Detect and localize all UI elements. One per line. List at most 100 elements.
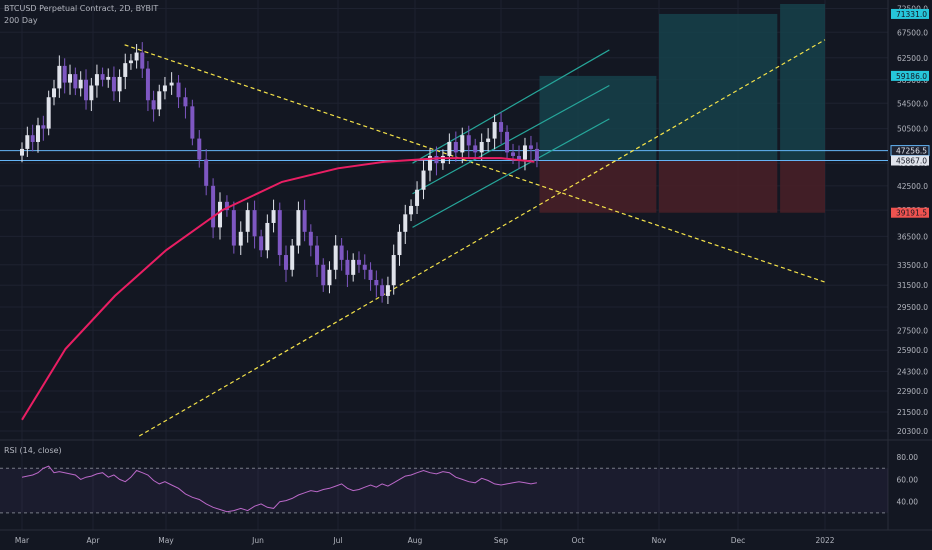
price-tick-label: 31500.0	[897, 281, 928, 290]
time-tick-label: Aug	[408, 536, 423, 545]
candle-body	[46, 97, 51, 129]
time-tick-label: Sep	[494, 536, 508, 545]
candle-body	[283, 255, 288, 270]
candle-body	[30, 135, 35, 142]
candle-body	[100, 74, 105, 80]
candle-body	[339, 245, 344, 260]
candle-body	[106, 76, 111, 80]
candle-body	[117, 76, 122, 92]
candle-body	[52, 88, 57, 98]
time-tick-label: Mar	[15, 536, 30, 545]
candle-body	[362, 264, 367, 270]
candle-body	[434, 155, 439, 164]
time-tick-label: 2022	[815, 536, 834, 545]
candle-body	[94, 74, 99, 86]
candle-body	[447, 141, 452, 156]
price-tick-label: 29500.0	[897, 303, 928, 312]
candle-body	[321, 264, 326, 286]
candle-body	[333, 245, 338, 270]
price-badge-label: 45867.0	[896, 157, 927, 166]
candle-body	[271, 210, 276, 223]
candle-body	[421, 170, 426, 190]
price-badge-label: 39191.5	[896, 209, 927, 218]
candle-body	[41, 125, 46, 129]
stop-zone	[780, 160, 825, 213]
candle-body	[25, 135, 30, 149]
candle-body	[290, 245, 295, 270]
candle-body	[36, 125, 41, 142]
trade-zones	[539, 4, 825, 213]
ascending-trendline	[138, 39, 826, 437]
candle-body	[218, 201, 223, 228]
candle-body	[302, 210, 307, 232]
candle-body	[68, 74, 73, 83]
time-tick-label: Dec	[731, 536, 746, 545]
time-tick-label: Jun	[251, 536, 264, 545]
price-tick-label: 21500.0	[897, 408, 928, 417]
candle-body	[466, 135, 471, 146]
price-tick-label: 36500.0	[897, 232, 928, 241]
price-tick-label: 67500.0	[897, 28, 928, 37]
trend-lines	[124, 39, 826, 437]
candle-body	[473, 145, 478, 153]
time-tick-label: Jul	[332, 536, 342, 545]
candles	[20, 42, 539, 304]
indicator-label: 200 Day	[4, 16, 38, 25]
time-tick-label: May	[158, 536, 174, 545]
price-badge-label: 59186.0	[896, 72, 927, 81]
candle-body	[231, 210, 236, 246]
candle-body	[111, 76, 116, 92]
candle-body	[204, 159, 209, 186]
candle-body	[391, 255, 396, 286]
candle-body	[84, 79, 89, 101]
candle-body	[403, 214, 408, 232]
price-badge	[891, 70, 929, 81]
candle-body	[57, 65, 62, 89]
candle-body	[327, 269, 332, 286]
descending-trendline	[124, 44, 826, 283]
channel-mid	[412, 84, 610, 195]
price-badge	[891, 155, 929, 166]
candle-body	[486, 138, 491, 142]
price-tick-label: 50500.0	[897, 125, 928, 134]
candle-body	[492, 122, 497, 139]
candle-body	[259, 236, 264, 251]
price-tick-label: 42500.0	[897, 182, 928, 191]
candle-body	[427, 155, 432, 171]
candle-body	[385, 285, 390, 296]
candle-body	[345, 259, 350, 275]
candle-body	[162, 85, 167, 92]
candle-body	[197, 138, 202, 160]
rsi-line	[21, 465, 537, 513]
candle-body	[145, 68, 150, 101]
candle-body	[380, 285, 385, 296]
stop-zone	[539, 160, 657, 213]
time-axis[interactable]: Mar Apr May Jun Jul Aug Sep Oct Nov Dec 2022	[15, 536, 835, 545]
candle-body	[176, 82, 181, 98]
candle-body	[134, 52, 139, 61]
candle-body	[415, 189, 420, 206]
price-badge	[891, 207, 929, 218]
target-zone	[659, 13, 778, 161]
moving-average-line	[21, 157, 535, 421]
candle-body	[397, 231, 402, 256]
candle-body	[351, 259, 356, 275]
candle-body	[89, 85, 94, 101]
channel-lower	[412, 118, 610, 228]
candle-body	[20, 148, 24, 156]
time-tick-label: Oct	[572, 536, 585, 545]
candle-body	[453, 141, 458, 153]
candle-body	[128, 60, 133, 64]
candle-body	[374, 280, 379, 286]
price-tick-label: 22900.0	[897, 387, 928, 396]
candle-body	[190, 106, 195, 139]
candle-body	[78, 79, 83, 89]
price-badge-label: 47256.5	[896, 147, 927, 156]
candle-body	[505, 131, 510, 153]
candle-body	[238, 231, 243, 246]
candle-body	[169, 82, 174, 86]
candle-body	[296, 210, 301, 246]
grid	[0, 0, 932, 531]
candle-body	[356, 259, 361, 265]
